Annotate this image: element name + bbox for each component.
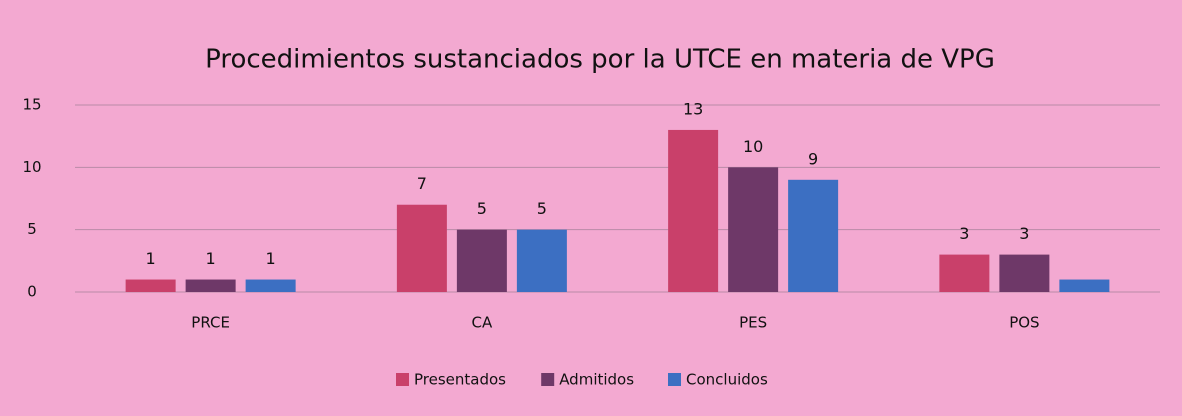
bar bbox=[456, 229, 507, 292]
data-label: 3 bbox=[1019, 224, 1029, 243]
x-tick-label: CA bbox=[472, 314, 493, 332]
bar bbox=[516, 229, 567, 292]
legend-swatch bbox=[668, 373, 681, 386]
y-tick-label: 15 bbox=[22, 96, 41, 114]
bar bbox=[788, 179, 839, 292]
bar bbox=[668, 129, 719, 292]
legend-label: Presentados bbox=[414, 371, 506, 389]
data-label: 9 bbox=[808, 149, 818, 168]
data-label: 5 bbox=[477, 199, 487, 218]
bar bbox=[245, 279, 296, 292]
bar bbox=[185, 279, 236, 292]
legend-label: Admitidos bbox=[559, 371, 634, 389]
bar bbox=[396, 204, 447, 292]
legend-swatch bbox=[396, 373, 409, 386]
y-tick-label: 0 bbox=[27, 283, 37, 301]
y-tick-label: 5 bbox=[27, 220, 37, 238]
y-tick-label: 10 bbox=[22, 158, 41, 176]
bar bbox=[728, 167, 779, 292]
data-label: 13 bbox=[683, 99, 703, 118]
bar bbox=[939, 254, 990, 292]
x-tick-label: PES bbox=[739, 314, 767, 332]
legend-label: Concluidos bbox=[686, 371, 768, 389]
chart-title: Procedimientos sustanciados por la UTCE … bbox=[205, 45, 995, 75]
data-label: 1 bbox=[206, 249, 216, 268]
legend-swatch bbox=[541, 373, 555, 386]
data-label: 3 bbox=[959, 224, 969, 243]
x-tick-label: POS bbox=[1009, 314, 1039, 332]
data-label: 5 bbox=[537, 199, 547, 218]
x-tick-label: PRCE bbox=[191, 314, 230, 332]
bar bbox=[999, 254, 1050, 292]
bar bbox=[1059, 279, 1110, 292]
data-label: 7 bbox=[417, 174, 427, 193]
bar bbox=[125, 279, 176, 292]
data-label: 1 bbox=[266, 249, 276, 268]
data-label: 10 bbox=[743, 137, 763, 156]
data-label: 1 bbox=[146, 249, 156, 268]
